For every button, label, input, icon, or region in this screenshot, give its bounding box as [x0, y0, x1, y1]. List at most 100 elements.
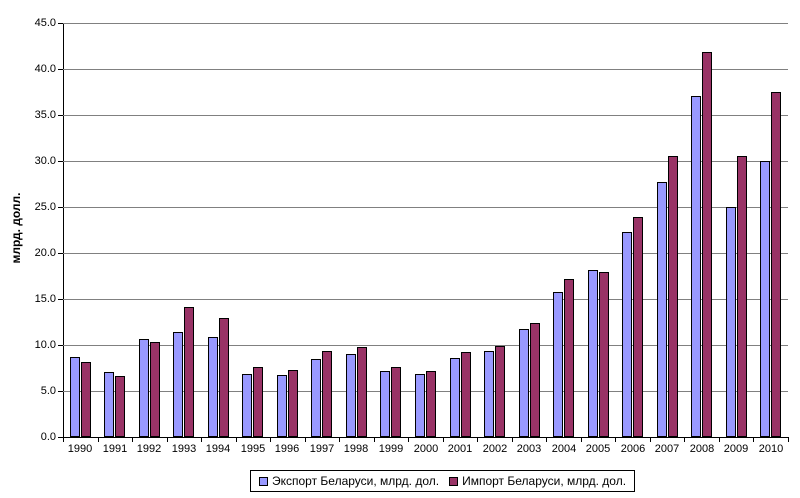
x-tick-label: 2005: [585, 443, 611, 455]
x-tick-label: 2004: [551, 443, 577, 455]
x-axis-tick: [719, 438, 720, 442]
y-tick-label: 35.0: [34, 109, 56, 121]
x-tick-label: 2000: [413, 443, 439, 455]
legend-item-export: Экспорт Беларуси, млрд. дол.: [259, 474, 439, 488]
bar-import-2008: [702, 52, 712, 437]
bar-export-1998: [346, 354, 356, 437]
x-axis-tick: [305, 438, 306, 442]
x-axis-tick: [270, 438, 271, 442]
x-axis-tick: [63, 438, 64, 442]
x-axis-line: [63, 437, 789, 438]
gridline: [63, 299, 788, 300]
bar-export-2008: [691, 96, 701, 437]
legend-swatch-export: [259, 476, 268, 486]
x-axis-tick: [650, 438, 651, 442]
gridline: [63, 253, 788, 254]
x-axis-tick: [236, 438, 237, 442]
x-axis-tick: [512, 438, 513, 442]
x-tick-label: 1999: [378, 443, 404, 455]
bar-export-2005: [588, 270, 598, 437]
bar-import-1996: [288, 370, 298, 437]
x-axis-tick: [788, 438, 789, 442]
bar-import-2010: [771, 92, 781, 437]
bar-export-2004: [553, 292, 563, 437]
bar-import-1994: [219, 318, 229, 437]
y-tick-label: 30.0: [34, 155, 56, 167]
bar-import-2003: [530, 323, 540, 437]
x-tick-label: 2007: [654, 443, 680, 455]
bar-export-1990: [70, 357, 80, 437]
y-tick-label: 5.0: [40, 385, 56, 397]
y-axis-tick: [58, 345, 63, 346]
legend-label-import: Импорт Беларуси, млрд. дол.: [462, 474, 627, 488]
x-axis-tick: [546, 438, 547, 442]
y-tick-label: 0.0: [40, 431, 56, 443]
bar-import-2009: [737, 156, 747, 437]
x-axis-tick: [684, 438, 685, 442]
bar-export-2002: [484, 351, 494, 437]
x-tick-label: 2010: [758, 443, 784, 455]
bar-import-2000: [426, 371, 436, 437]
y-axis-tick: [58, 115, 63, 116]
bar-export-2009: [726, 207, 736, 437]
y-axis-line: [63, 23, 64, 438]
y-axis-tick: [58, 161, 63, 162]
x-axis-tick: [408, 438, 409, 442]
x-axis-tick: [374, 438, 375, 442]
bar-import-1993: [184, 307, 194, 437]
x-tick-label: 1993: [171, 443, 197, 455]
gridline: [63, 391, 788, 392]
bar-import-1991: [115, 376, 125, 437]
gridline: [63, 115, 788, 116]
x-tick-label: 1994: [205, 443, 231, 455]
x-tick-label: 2008: [689, 443, 715, 455]
x-tick-label: 2003: [516, 443, 542, 455]
bar-export-1996: [277, 375, 287, 437]
gridline: [63, 69, 788, 70]
x-tick-label: 1990: [67, 443, 93, 455]
x-tick-label: 1998: [343, 443, 369, 455]
y-tick-label: 20.0: [34, 247, 56, 259]
bar-export-1991: [104, 372, 114, 437]
legend-swatch-import: [449, 476, 459, 486]
x-axis-tick: [201, 438, 202, 442]
bar-import-2006: [633, 217, 643, 437]
x-tick-label: 1991: [102, 443, 128, 455]
x-axis-tick: [753, 438, 754, 442]
x-tick-label: 1996: [274, 443, 300, 455]
bar-export-2003: [519, 329, 529, 437]
legend-item-import: Импорт Беларуси, млрд. дол.: [449, 474, 626, 488]
x-axis-tick: [477, 438, 478, 442]
bar-export-1997: [311, 359, 321, 437]
legend: Экспорт Беларуси, млрд. дол. Импорт Бела…: [250, 470, 636, 492]
bar-import-1998: [357, 347, 367, 437]
bar-export-1995: [242, 374, 252, 437]
y-tick-label: 45.0: [34, 17, 56, 29]
bar-export-1999: [380, 371, 390, 437]
bar-import-2004: [564, 279, 574, 437]
bar-import-1997: [322, 351, 332, 437]
bar-import-2005: [599, 272, 609, 437]
y-axis-tick: [58, 69, 63, 70]
bar-import-1992: [150, 342, 160, 437]
y-axis-tick: [58, 207, 63, 208]
bar-export-2010: [760, 161, 770, 437]
bar-export-2001: [450, 358, 460, 437]
bar-import-1990: [81, 362, 91, 437]
bar-export-1993: [173, 332, 183, 437]
bar-import-1999: [391, 367, 401, 437]
bar-import-1995: [253, 367, 263, 437]
gridline: [63, 207, 788, 208]
y-tick-label: 25.0: [34, 201, 56, 213]
bar-import-2001: [461, 352, 471, 437]
bar-import-2007: [668, 156, 678, 437]
x-tick-label: 1997: [309, 443, 335, 455]
legend-label-export: Экспорт Беларуси, млрд. дол.: [272, 474, 440, 488]
x-tick-label: 2001: [447, 443, 473, 455]
gridline: [63, 23, 788, 24]
bar-export-2007: [657, 182, 667, 437]
y-axis-tick: [58, 253, 63, 254]
x-axis-tick: [167, 438, 168, 442]
y-tick-label: 10.0: [34, 339, 56, 351]
y-axis-tick: [58, 23, 63, 24]
